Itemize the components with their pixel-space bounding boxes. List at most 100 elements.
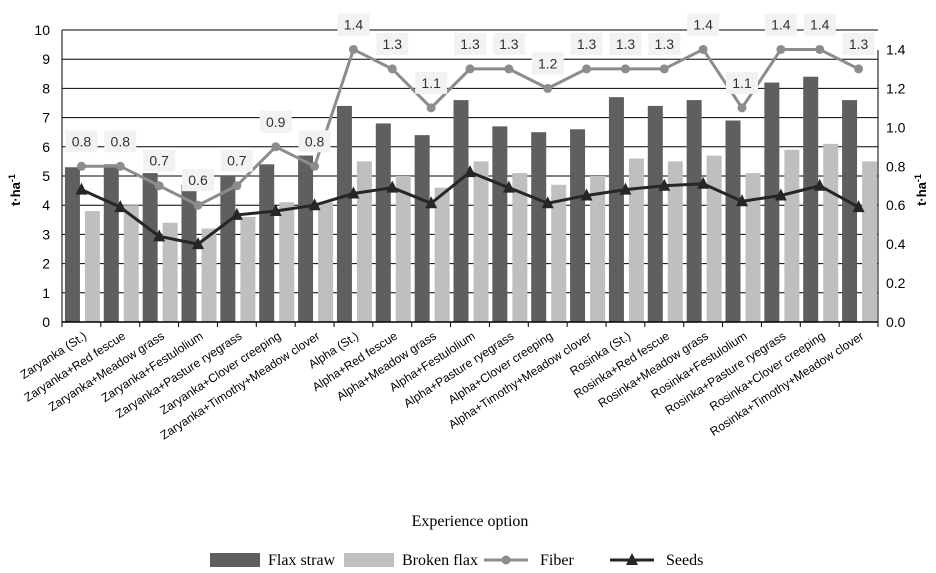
legend-label: Broken flax (402, 552, 478, 569)
fiber-data-label: 1.3 (577, 36, 597, 52)
point-seeds (308, 198, 321, 211)
y-right-tick-label: 0.4 (886, 236, 906, 252)
fiber-data-label-bg (65, 130, 98, 153)
fiber-data-label-bg (376, 32, 409, 55)
legend-label: Seeds (666, 552, 703, 569)
fiber-data-label-bg (337, 13, 370, 36)
y-left-tick-label: 2 (42, 256, 50, 272)
bar-broken-flax (434, 187, 450, 322)
bar-broken-flax (745, 173, 761, 322)
fiber-data-label: 1.4 (344, 16, 364, 32)
point-seeds (502, 180, 515, 193)
point-seeds (658, 178, 671, 191)
y-left-tick-label: 9 (42, 51, 50, 67)
y-left-tick-label: 3 (42, 226, 50, 242)
point-seeds (192, 237, 204, 250)
y-right-tick-label: 1.2 (886, 80, 906, 96)
point-fiber (193, 200, 203, 210)
point-fiber (582, 64, 592, 74)
bar-flax-straw (181, 184, 197, 322)
point-seeds (153, 229, 166, 242)
fiber-data-label-bg (687, 13, 720, 36)
x-axis-title: Experience option (412, 513, 529, 530)
bar-broken-flax (862, 161, 878, 322)
fiber-data-label: 1.1 (732, 75, 752, 91)
fiber-data-label: 0.7 (149, 153, 169, 169)
fiber-data-label-bg (182, 169, 214, 192)
point-fiber (348, 44, 358, 54)
bar-marks (64, 76, 878, 323)
bar-broken-flax (551, 184, 567, 322)
y-left-tick-label: 6 (42, 139, 50, 155)
point-fiber (854, 64, 864, 74)
y-left-tick-label: 0 (42, 314, 50, 330)
bar-broken-flax (356, 161, 372, 322)
y-left-tick-label: 5 (42, 168, 50, 184)
y-right-tick-label: 0.6 (886, 197, 906, 213)
point-fiber (387, 64, 397, 74)
fiber-data-label-bg (104, 130, 137, 153)
point-fiber (76, 161, 86, 171)
legend-swatch-broken-flax (344, 553, 394, 567)
point-seeds (347, 186, 360, 199)
fiber-data-label: 0.8 (72, 133, 92, 149)
bar-flax-straw (142, 173, 158, 322)
y-left-tick-label: 10 (34, 22, 50, 38)
bar-broken-flax (590, 176, 606, 322)
y-right-tick-label: 0.0 (886, 314, 906, 330)
fiber-data-label: 1.3 (849, 36, 869, 52)
bar-broken-flax (279, 202, 295, 322)
bar-flax-straw (375, 123, 391, 322)
point-seeds (75, 182, 88, 195)
fiber-data-label: 1.3 (460, 36, 480, 52)
fiber-data-label-bg (492, 32, 525, 55)
point-fiber (776, 44, 786, 54)
point-seeds (619, 182, 632, 195)
fiber-data-label: 1.3 (655, 36, 675, 52)
legend-swatch-flax-straw (210, 553, 260, 567)
fiber-data-label-bg (531, 52, 564, 75)
fiber-data-label-bg (415, 71, 448, 94)
bar-flax-straw (725, 120, 741, 323)
fiber-data-label-bg (842, 32, 875, 55)
y-right-tick-label: 0.2 (886, 275, 906, 291)
fiber-data-label-bg (220, 149, 253, 172)
fiber-data-label: 1.4 (771, 16, 791, 32)
fiber-data-label-bg (570, 32, 603, 55)
bar-broken-flax (162, 222, 178, 322)
fiber-data-label-bg (298, 130, 331, 153)
point-seeds (425, 196, 438, 209)
point-fiber (659, 64, 669, 74)
point-fiber (543, 83, 553, 93)
bar-broken-flax (706, 155, 722, 322)
fiber-data-label-bg (609, 32, 642, 55)
point-seeds (269, 204, 282, 217)
point-fiber (426, 103, 436, 113)
bar-flax-straw (492, 126, 508, 322)
point-seeds (114, 200, 127, 213)
fiber-data-label-bg (726, 71, 758, 94)
fiber-data-label: 0.6 (188, 172, 208, 188)
point-seeds (852, 200, 865, 213)
legend-marker-fiber (501, 555, 511, 565)
bar-flax-straw (764, 82, 780, 322)
y-left-tick-label: 7 (42, 110, 50, 126)
bar-broken-flax (784, 149, 800, 322)
bar-flax-straw (608, 97, 624, 322)
bar-flax-straw (570, 129, 586, 322)
point-fiber (465, 64, 475, 74)
point-fiber (620, 64, 630, 74)
fiber-data-label: 1.4 (810, 16, 830, 32)
fiber-data-label: 1.3 (383, 36, 403, 52)
point-fiber (504, 64, 514, 74)
legend: Flax straw Broken flax Fiber Seeds (210, 552, 703, 569)
point-seeds (386, 180, 399, 193)
bar-flax-straw (803, 76, 819, 322)
bar-broken-flax (473, 161, 489, 322)
bar-broken-flax (823, 143, 839, 322)
fiber-data-label-bg (648, 32, 681, 55)
fiber-data-label: 1.4 (693, 16, 713, 32)
bar-broken-flax (395, 176, 411, 322)
fiber-data-label: 1.3 (616, 36, 636, 52)
